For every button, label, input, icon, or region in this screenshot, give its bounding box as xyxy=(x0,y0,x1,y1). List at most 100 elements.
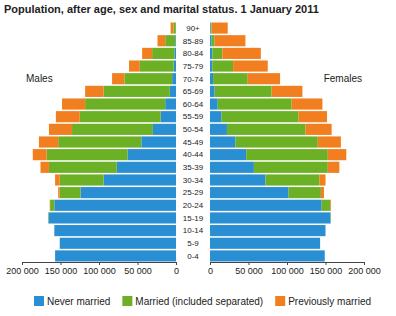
bar-segment xyxy=(165,98,176,109)
bar-segment xyxy=(55,174,60,185)
annotation: Males xyxy=(26,73,53,84)
tick-label: 200 000 xyxy=(348,266,381,276)
bar-segment xyxy=(39,136,58,147)
tick-mark xyxy=(22,262,23,265)
bar-segment xyxy=(85,86,103,97)
bar-segment xyxy=(49,200,50,211)
bar-segment xyxy=(330,212,331,223)
bar-segment xyxy=(210,238,320,249)
category-label: 25-29 xyxy=(183,188,204,197)
bar-segment xyxy=(49,162,117,173)
bar-segment xyxy=(215,86,272,97)
bar-segment xyxy=(174,48,176,59)
bar-segment xyxy=(213,73,248,84)
bar-segment xyxy=(210,136,235,147)
bar-segment xyxy=(292,98,323,109)
category-label: 60-64 xyxy=(183,100,204,109)
category-label: 80-84 xyxy=(183,49,204,58)
category-label: 70-74 xyxy=(183,75,204,84)
tick: 100 000 xyxy=(83,262,116,276)
bar-segment xyxy=(81,187,176,198)
tick-label: 0 xyxy=(208,266,213,276)
bar-segment xyxy=(54,225,176,236)
bar-segment xyxy=(210,73,213,84)
x-axis: 0 50 000 100 000 150 000 200 000 xyxy=(208,262,381,276)
bar-segment xyxy=(210,212,331,223)
tick-mark xyxy=(176,262,177,265)
category-label: 0-4 xyxy=(187,252,199,261)
title: Population, after age, sex and marital s… xyxy=(4,3,319,15)
bar-segment xyxy=(59,238,60,249)
tick-label: 50 000 xyxy=(124,266,152,276)
category-label: 10-14 xyxy=(183,226,204,235)
bar-segment xyxy=(55,250,56,261)
legend: Never marriedMarried (included separated… xyxy=(34,296,371,307)
bar-segment xyxy=(318,136,341,147)
tick: 0 xyxy=(208,262,213,276)
tick: 0 xyxy=(174,262,179,276)
bar-segment xyxy=(62,98,85,109)
age-labels: 0-45-910-1415-1920-2425-2930-3435-3940-4… xyxy=(183,24,204,261)
bar-segment xyxy=(215,35,246,46)
bar-segment xyxy=(48,212,49,223)
bar-segment xyxy=(299,111,327,122)
tick: 150 000 xyxy=(310,262,343,276)
bar-segment xyxy=(265,174,319,185)
tick-mark xyxy=(326,262,327,265)
tick-mark xyxy=(249,262,250,265)
bar-segment xyxy=(210,111,222,122)
legend-item: Married (included separated) xyxy=(122,296,263,307)
bar-segment xyxy=(210,225,326,236)
bar-segment xyxy=(210,200,322,211)
bar-segment xyxy=(272,86,303,97)
annotation: Females xyxy=(324,73,362,84)
bar-segment xyxy=(210,187,289,198)
tick-label: 150 000 xyxy=(310,266,343,276)
bar-segment xyxy=(153,124,176,135)
tick-label: 100 000 xyxy=(271,266,304,276)
category-label: 15-19 xyxy=(183,214,204,223)
bar-segment xyxy=(210,35,212,46)
bar-segment xyxy=(127,149,176,160)
bar-segment xyxy=(210,60,212,71)
bar-segment xyxy=(60,238,176,249)
tick: 150 000 xyxy=(45,262,78,276)
tick-label: 200 000 xyxy=(6,266,39,276)
bar-segment xyxy=(58,136,141,147)
bar-segment xyxy=(49,212,176,223)
bar-segment xyxy=(54,225,55,236)
bar-segment xyxy=(210,149,246,160)
bar-segment xyxy=(322,200,330,211)
bar-segment xyxy=(320,238,321,249)
bar-segment xyxy=(210,86,215,97)
bar-segment xyxy=(55,250,56,261)
bar-segment xyxy=(227,124,306,135)
bar-segment xyxy=(161,111,176,122)
bar-segment xyxy=(152,48,174,59)
bar-segment xyxy=(112,73,124,84)
bar-segment xyxy=(170,86,176,97)
bar-segment xyxy=(124,73,172,84)
tick: 50 000 xyxy=(235,262,263,276)
bar-segment xyxy=(248,73,280,84)
bar-segment xyxy=(85,98,165,109)
category-label: 20-24 xyxy=(183,201,204,210)
chart: Population, after age, sex and marital s… xyxy=(0,0,396,316)
bar-segment xyxy=(246,149,328,160)
bar-segment xyxy=(59,238,60,249)
bar-segment xyxy=(80,111,161,122)
bar-segment xyxy=(72,124,153,135)
tick: 50 000 xyxy=(124,262,152,276)
bar-segment xyxy=(210,48,212,59)
x-axis: 200 000 150 000 100 000 50 000 0 xyxy=(6,262,179,276)
category-label: 30-34 xyxy=(183,176,204,185)
bar-segment xyxy=(210,98,218,109)
bar-segment xyxy=(325,225,326,236)
tick-label: 50 000 xyxy=(235,266,263,276)
bar-segment xyxy=(171,23,174,34)
bar-segment xyxy=(141,136,176,147)
category-label: 85-89 xyxy=(183,37,204,46)
bar-segment xyxy=(235,136,317,147)
bar-segment xyxy=(210,174,265,185)
bar-segment xyxy=(48,212,49,223)
